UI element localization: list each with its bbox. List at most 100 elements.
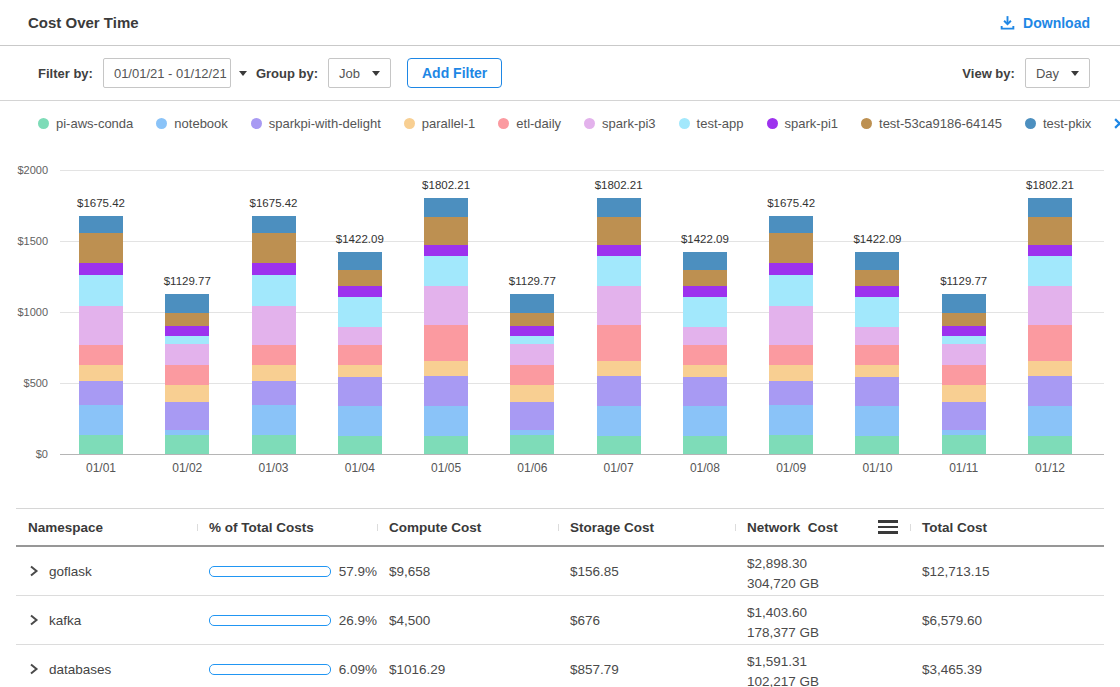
bar-segment-test-53ca9186-64145[interactable] (683, 270, 727, 286)
bar-segment-parallel-1[interactable] (510, 385, 554, 402)
bar-segment-pi-aws-conda[interactable] (1028, 436, 1072, 454)
bar-segment-test-app[interactable] (79, 275, 123, 306)
bar-segment-test-pkix[interactable] (683, 252, 727, 270)
bar-segment-sparkpi-with-delight[interactable] (683, 377, 727, 406)
bar-segment-test-53ca9186-64145[interactable] (769, 233, 813, 263)
bar-segment-etl-daily[interactable] (942, 365, 986, 385)
bar-segment-test-app[interactable] (942, 336, 986, 343)
bar-segment-spark-pi1[interactable] (252, 263, 296, 274)
bar-segment-notebook[interactable] (597, 406, 641, 436)
bar-segment-pi-aws-conda[interactable] (855, 436, 899, 454)
bar-segment-sparkpi-with-delight[interactable] (338, 377, 382, 406)
bar-segment-test-app[interactable] (855, 297, 899, 327)
bar-segment-sparkpi-with-delight[interactable] (165, 402, 209, 430)
legend-item-notebook[interactable]: notebook (156, 116, 228, 131)
bar-segment-etl-daily[interactable] (424, 325, 468, 362)
row-expand-chevron-icon[interactable] (28, 565, 39, 577)
legend-item-etl-daily[interactable]: etl-daily (498, 116, 561, 131)
bar-segment-test-pkix[interactable] (338, 252, 382, 270)
bar-segment-spark-pi1[interactable] (942, 326, 986, 337)
bar-segment-spark-pi1[interactable] (424, 245, 468, 256)
legend-item-test-app[interactable]: test-app (679, 116, 744, 131)
bar-segment-test-pkix[interactable] (252, 216, 296, 233)
bar-segment-spark-pi3[interactable] (424, 286, 468, 325)
bar-segment-test-pkix[interactable] (1028, 198, 1072, 217)
bar-segment-test-pkix[interactable] (942, 294, 986, 313)
bar-segment-parallel-1[interactable] (597, 361, 641, 376)
column-menu-icon[interactable] (878, 520, 898, 534)
bar-segment-test-pkix[interactable] (165, 294, 209, 313)
bar-segment-test-53ca9186-64145[interactable] (338, 270, 382, 286)
bar-segment-parallel-1[interactable] (79, 365, 123, 381)
bar-segment-test-app[interactable] (338, 297, 382, 327)
bar-segment-test-53ca9186-64145[interactable] (424, 217, 468, 245)
legend-item-pi-aws-conda[interactable]: pi-aws-conda (38, 116, 133, 131)
bar-segment-test-app[interactable] (424, 256, 468, 286)
download-button[interactable]: Download (999, 14, 1090, 31)
bar-segment-pi-aws-conda[interactable] (424, 436, 468, 454)
bar-segment-sparkpi-with-delight[interactable] (942, 402, 986, 430)
bar-segment-test-pkix[interactable] (79, 216, 123, 233)
bar-segment-notebook[interactable] (855, 406, 899, 436)
group-by-select[interactable]: Job (328, 58, 391, 88)
bar-segment-etl-daily[interactable] (855, 345, 899, 365)
bar-segment-test-pkix[interactable] (424, 198, 468, 217)
bar-segment-spark-pi3[interactable] (683, 327, 727, 345)
bar-segment-spark-pi1[interactable] (683, 286, 727, 296)
bar-segment-spark-pi1[interactable] (338, 286, 382, 296)
bar-segment-etl-daily[interactable] (769, 345, 813, 365)
bar-segment-spark-pi3[interactable] (597, 286, 641, 325)
bar-segment-test-app[interactable] (769, 275, 813, 306)
table-row-goflask[interactable]: goflask57.9%$9,658$156.85$2,898.30304,72… (16, 547, 1104, 596)
bar-segment-spark-pi3[interactable] (510, 344, 554, 365)
bar-segment-parallel-1[interactable] (769, 365, 813, 381)
bar-segment-spark-pi3[interactable] (252, 306, 296, 346)
bar-segment-pi-aws-conda[interactable] (338, 436, 382, 454)
bar-segment-pi-aws-conda[interactable] (683, 436, 727, 454)
legend-item-spark-pi3[interactable]: spark-pi3 (584, 116, 655, 131)
bar-segment-etl-daily[interactable] (683, 345, 727, 365)
namespace-cell[interactable]: kafka (16, 613, 197, 628)
bar-segment-pi-aws-conda[interactable] (165, 435, 209, 454)
bar-segment-spark-pi3[interactable] (942, 344, 986, 365)
bar-segment-test-53ca9186-64145[interactable] (855, 270, 899, 286)
bar-segment-parallel-1[interactable] (338, 365, 382, 377)
legend-item-test-pkix[interactable]: test-pkix (1025, 116, 1091, 131)
legend-item-sparkpi-with-delight[interactable]: sparkpi-with-delight (251, 116, 381, 131)
row-expand-chevron-icon[interactable] (28, 614, 39, 626)
bar-segment-test-app[interactable] (510, 336, 554, 343)
deselect-all-button[interactable]: Deselect All (1114, 116, 1120, 131)
bar-segment-sparkpi-with-delight[interactable] (79, 381, 123, 405)
row-expand-chevron-icon[interactable] (28, 663, 39, 675)
bar-segment-pi-aws-conda[interactable] (252, 435, 296, 454)
bar-segment-pi-aws-conda[interactable] (942, 435, 986, 454)
bar-segment-test-53ca9186-64145[interactable] (1028, 217, 1072, 245)
bar-segment-notebook[interactable] (1028, 406, 1072, 436)
legend-item-spark-pi1[interactable]: spark-pi1 (767, 116, 838, 131)
bar-segment-spark-pi1[interactable] (1028, 245, 1072, 256)
bar-segment-sparkpi-with-delight[interactable] (769, 381, 813, 405)
bar-segment-notebook[interactable] (252, 405, 296, 435)
bar-segment-spark-pi1[interactable] (510, 326, 554, 337)
bar-segment-parallel-1[interactable] (252, 365, 296, 381)
bar-segment-spark-pi3[interactable] (769, 306, 813, 346)
bar-segment-test-app[interactable] (252, 275, 296, 306)
bar-segment-test-app[interactable] (683, 297, 727, 327)
bar-segment-spark-pi3[interactable] (165, 344, 209, 365)
bar-segment-spark-pi1[interactable] (165, 326, 209, 337)
bar-segment-notebook[interactable] (165, 430, 209, 435)
bar-segment-pi-aws-conda[interactable] (79, 435, 123, 454)
legend-item-parallel-1[interactable]: parallel-1 (404, 116, 475, 131)
bar-segment-pi-aws-conda[interactable] (510, 435, 554, 454)
bar-segment-parallel-1[interactable] (165, 385, 209, 402)
bar-segment-test-pkix[interactable] (769, 216, 813, 233)
table-row-databases[interactable]: databases6.09%$1016.29$857.79$1,591.3110… (16, 645, 1104, 687)
bar-segment-etl-daily[interactable] (338, 345, 382, 365)
bar-segment-parallel-1[interactable] (942, 385, 986, 402)
bar-segment-test-53ca9186-64145[interactable] (79, 233, 123, 263)
bar-segment-etl-daily[interactable] (252, 345, 296, 365)
bar-segment-test-app[interactable] (165, 336, 209, 343)
bar-segment-test-53ca9186-64145[interactable] (510, 313, 554, 326)
table-row-kafka[interactable]: kafka26.9%$4,500$676$1,403.60178,377 GB$… (16, 596, 1104, 645)
bar-segment-sparkpi-with-delight[interactable] (1028, 376, 1072, 406)
